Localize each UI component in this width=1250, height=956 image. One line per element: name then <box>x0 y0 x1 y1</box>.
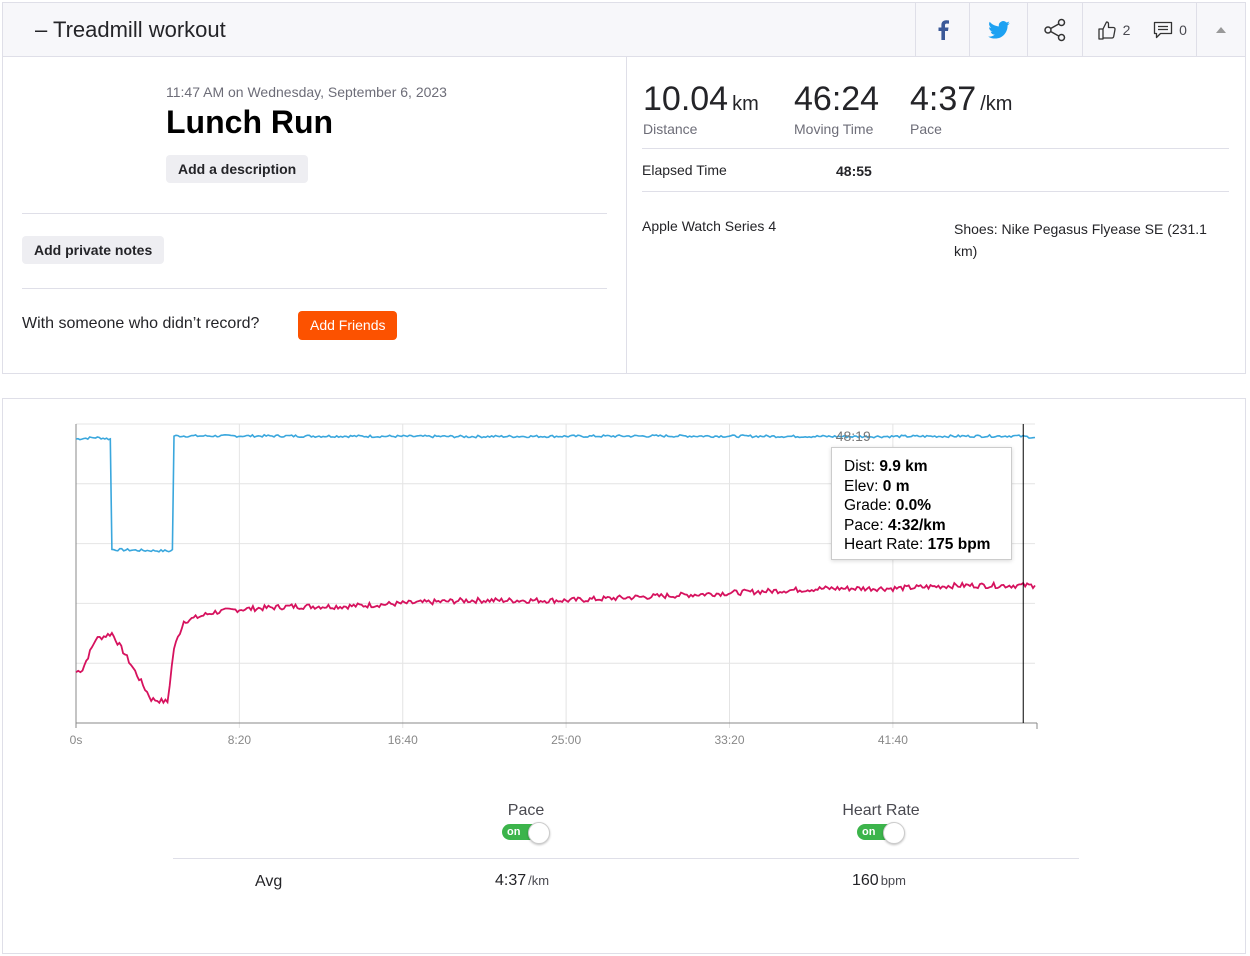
pace-label: Pace <box>910 121 942 137</box>
kudos-button[interactable]: 2 <box>1082 3 1144 56</box>
divider <box>22 288 607 289</box>
pace-avg: 4:37/km <box>495 872 550 889</box>
shoes-info[interactable]: Shoes: Nike Pegasus Flyease SE (231.1 km… <box>954 221 1207 259</box>
add-friends-button[interactable]: Add Friends <box>298 311 398 340</box>
divider <box>173 858 1079 859</box>
stat-pace: 4:37/km Pace <box>910 80 1012 137</box>
x-tick-label: 25:00 <box>551 733 581 747</box>
kudos-count: 2 <box>1122 21 1131 38</box>
tooltip-pace: Pace: 4:32/km <box>844 516 946 534</box>
moving-time-value: 46:24 <box>794 80 880 118</box>
pace-unit: /km <box>980 93 1013 115</box>
x-tick-label: 41:40 <box>878 733 908 747</box>
add-private-notes-button[interactable]: Add private notes <box>22 236 165 264</box>
toggle-knob <box>883 822 905 844</box>
moving-time-label: Moving Time <box>794 121 874 137</box>
comments-button[interactable]: 0 <box>1144 3 1196 56</box>
x-tick-label: 16:40 <box>388 733 418 747</box>
tooltip-heart-rate: Heart Rate: 175 bpm <box>844 536 991 553</box>
add-description-button[interactable]: Add a description <box>166 155 309 183</box>
caret-up-icon <box>1216 26 1226 33</box>
stat-distance: 10.04 km Distance <box>643 80 759 137</box>
stat-moving-time: 46:24 Moving Time <box>794 80 879 137</box>
pace-stream-label: Pace <box>507 802 545 819</box>
activity-name[interactable]: Lunch Run <box>166 104 334 140</box>
toggle-knob <box>528 822 550 844</box>
distance-value: 10.04 <box>643 80 729 118</box>
heart-rate-series-line <box>75 580 1036 705</box>
x-tick-label: 8:20 <box>228 733 252 747</box>
facebook-icon <box>938 19 949 40</box>
share-button[interactable] <box>1027 3 1082 56</box>
heart-rate-stream-label: Heart Rate <box>842 802 920 819</box>
comment-icon <box>1153 21 1173 38</box>
twitter-share-button[interactable] <box>969 3 1027 56</box>
device-name: Apple Watch Series 4 <box>642 218 777 234</box>
thumbs-up-icon <box>1097 20 1116 40</box>
elapsed-time-value: 48:55 <box>836 163 872 179</box>
distance-label: Distance <box>643 121 698 137</box>
heart-rate-avg: 160 bpm <box>852 872 906 889</box>
x-tick-label: 33:20 <box>714 733 744 747</box>
tooltip-distance: Dist: 9.9 km <box>844 458 928 475</box>
header-actions: 2 0 <box>915 3 1245 56</box>
pace-heart-rate-chart[interactable]: 0s 8:20 16:40 25:00 33:20 41:40 48:19 <box>3 399 1245 759</box>
activity-datetime: 11:47 AM on Wednesday, September 6, 2023 <box>166 84 447 100</box>
divider <box>642 148 1229 149</box>
tooltip-elevation: Elev: 0 m <box>844 477 910 495</box>
divider <box>642 191 1229 192</box>
chart-tooltip: Dist: 9.9 km Elev: 0 m Grade: 0.0% Pace:… <box>831 447 1012 560</box>
heart-rate-stream-toggle[interactable]: on <box>857 822 905 844</box>
facebook-share-button[interactable] <box>915 3 969 56</box>
friends-prompt: With someone who didn’t record? <box>22 315 260 332</box>
pace-series-line <box>75 433 1036 553</box>
twitter-icon <box>987 20 1010 39</box>
activity-summary: 11:47 AM on Wednesday, September 6, 2023… <box>2 56 1246 374</box>
collapse-button[interactable] <box>1196 3 1245 56</box>
distance-unit: km <box>732 93 759 115</box>
comments-count: 0 <box>1179 21 1187 38</box>
elapsed-time-label: Elapsed Time <box>642 162 727 178</box>
share-icon <box>1044 18 1066 41</box>
heart-rate-stream-toggle-group: Heart Rate on <box>831 802 931 847</box>
x-tick-label: 0s <box>70 733 83 747</box>
activity-details: 11:47 AM on Wednesday, September 6, 2023… <box>3 56 627 373</box>
pace-stream-toggle-group: Pace on <box>476 802 576 847</box>
analysis-chart-panel: 0s 8:20 16:40 25:00 33:20 41:40 48:19 Dist: 9… <box>2 398 1246 954</box>
page-title[interactable]: – Treadmill workout <box>35 17 226 42</box>
activity-header: – Treadmill workout 2 0 <box>2 2 1246 57</box>
divider <box>22 213 607 214</box>
pace-value: 4:37 <box>910 80 977 118</box>
avg-row-label: Avg <box>255 873 283 890</box>
tooltip-grade: Grade: 0.0% <box>844 497 932 514</box>
hover-time-label: 48:19 <box>836 428 871 444</box>
pace-stream-toggle[interactable]: on <box>502 822 550 844</box>
